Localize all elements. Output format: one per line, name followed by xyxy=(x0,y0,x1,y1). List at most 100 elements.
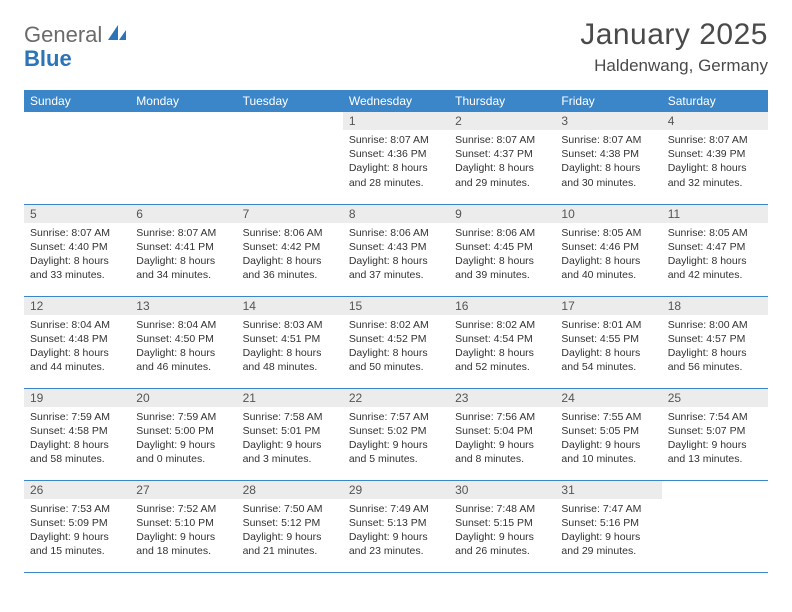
daylight-line-2: and 15 minutes. xyxy=(30,544,124,558)
sunset-line: Sunset: 4:50 PM xyxy=(136,332,230,346)
calendar-row: 1Sunrise: 8:07 AMSunset: 4:36 PMDaylight… xyxy=(24,112,768,204)
day-number: 11 xyxy=(662,205,768,223)
daylight-line-2: and 28 minutes. xyxy=(349,176,443,190)
day-number: 25 xyxy=(662,389,768,407)
day-number: 31 xyxy=(555,481,661,499)
day-number: 3 xyxy=(555,112,661,130)
logo-blue-wrap: Blue xyxy=(24,46,72,72)
sunrise-line: Sunrise: 8:06 AM xyxy=(455,226,549,240)
sunset-line: Sunset: 4:39 PM xyxy=(668,147,762,161)
day-details: Sunrise: 8:01 AMSunset: 4:55 PMDaylight:… xyxy=(555,315,661,379)
sunrise-line: Sunrise: 8:03 AM xyxy=(243,318,337,332)
calendar-row: 5Sunrise: 8:07 AMSunset: 4:40 PMDaylight… xyxy=(24,204,768,296)
daylight-line-2: and 46 minutes. xyxy=(136,360,230,374)
day-number: 12 xyxy=(24,297,130,315)
calendar-cell: 2Sunrise: 8:07 AMSunset: 4:37 PMDaylight… xyxy=(449,112,555,204)
sunset-line: Sunset: 4:55 PM xyxy=(561,332,655,346)
day-number: 22 xyxy=(343,389,449,407)
daylight-line-1: Daylight: 8 hours xyxy=(243,254,337,268)
daylight-line-2: and 42 minutes. xyxy=(668,268,762,282)
sunrise-line: Sunrise: 7:47 AM xyxy=(561,502,655,516)
calendar-cell: 20Sunrise: 7:59 AMSunset: 5:00 PMDayligh… xyxy=(130,388,236,480)
sunrise-line: Sunrise: 8:02 AM xyxy=(455,318,549,332)
sunrise-line: Sunrise: 8:07 AM xyxy=(668,133,762,147)
calendar-cell: 25Sunrise: 7:54 AMSunset: 5:07 PMDayligh… xyxy=(662,388,768,480)
calendar-cell: 23Sunrise: 7:56 AMSunset: 5:04 PMDayligh… xyxy=(449,388,555,480)
day-number: 30 xyxy=(449,481,555,499)
calendar-cell: 19Sunrise: 7:59 AMSunset: 4:58 PMDayligh… xyxy=(24,388,130,480)
calendar-cell: 28Sunrise: 7:50 AMSunset: 5:12 PMDayligh… xyxy=(237,480,343,572)
calendar-cell: 13Sunrise: 8:04 AMSunset: 4:50 PMDayligh… xyxy=(130,296,236,388)
day-details: Sunrise: 7:59 AMSunset: 4:58 PMDaylight:… xyxy=(24,407,130,471)
daylight-line-1: Daylight: 9 hours xyxy=(455,438,549,452)
day-header: Saturday xyxy=(662,90,768,112)
sunset-line: Sunset: 4:46 PM xyxy=(561,240,655,254)
daylight-line-2: and 36 minutes. xyxy=(243,268,337,282)
calendar-cell: 3Sunrise: 8:07 AMSunset: 4:38 PMDaylight… xyxy=(555,112,661,204)
calendar-cell: 26Sunrise: 7:53 AMSunset: 5:09 PMDayligh… xyxy=(24,480,130,572)
day-details: Sunrise: 8:02 AMSunset: 4:52 PMDaylight:… xyxy=(343,315,449,379)
sunset-line: Sunset: 4:52 PM xyxy=(349,332,443,346)
sunrise-line: Sunrise: 7:52 AM xyxy=(136,502,230,516)
sunrise-line: Sunrise: 7:48 AM xyxy=(455,502,549,516)
daylight-line-1: Daylight: 8 hours xyxy=(561,254,655,268)
daylight-line-1: Daylight: 8 hours xyxy=(349,254,443,268)
day-header: Wednesday xyxy=(343,90,449,112)
daylight-line-1: Daylight: 8 hours xyxy=(30,254,124,268)
sunrise-line: Sunrise: 7:58 AM xyxy=(243,410,337,424)
calendar-row: 26Sunrise: 7:53 AMSunset: 5:09 PMDayligh… xyxy=(24,480,768,572)
day-details: Sunrise: 8:07 AMSunset: 4:41 PMDaylight:… xyxy=(130,223,236,287)
header: General January 2025 Haldenwang, Germany xyxy=(24,18,768,76)
sunset-line: Sunset: 5:15 PM xyxy=(455,516,549,530)
day-header: Friday xyxy=(555,90,661,112)
daylight-line-1: Daylight: 8 hours xyxy=(455,254,549,268)
day-details: Sunrise: 8:06 AMSunset: 4:45 PMDaylight:… xyxy=(449,223,555,287)
calendar-cell: 24Sunrise: 7:55 AMSunset: 5:05 PMDayligh… xyxy=(555,388,661,480)
calendar-cell: 4Sunrise: 8:07 AMSunset: 4:39 PMDaylight… xyxy=(662,112,768,204)
calendar-cell: 21Sunrise: 7:58 AMSunset: 5:01 PMDayligh… xyxy=(237,388,343,480)
calendar-cell: 6Sunrise: 8:07 AMSunset: 4:41 PMDaylight… xyxy=(130,204,236,296)
calendar-cell xyxy=(24,112,130,204)
daylight-line-2: and 23 minutes. xyxy=(349,544,443,558)
daylight-line-2: and 29 minutes. xyxy=(561,544,655,558)
daylight-line-2: and 26 minutes. xyxy=(455,544,549,558)
day-number: 5 xyxy=(24,205,130,223)
calendar-cell: 5Sunrise: 8:07 AMSunset: 4:40 PMDaylight… xyxy=(24,204,130,296)
sunset-line: Sunset: 5:13 PM xyxy=(349,516,443,530)
daylight-line-1: Daylight: 8 hours xyxy=(349,161,443,175)
daylight-line-2: and 13 minutes. xyxy=(668,452,762,466)
daylight-line-2: and 8 minutes. xyxy=(455,452,549,466)
daylight-line-1: Daylight: 9 hours xyxy=(668,438,762,452)
daylight-line-1: Daylight: 8 hours xyxy=(455,161,549,175)
day-details: Sunrise: 7:56 AMSunset: 5:04 PMDaylight:… xyxy=(449,407,555,471)
logo-text-blue: Blue xyxy=(24,46,72,71)
day-header: Monday xyxy=(130,90,236,112)
day-details: Sunrise: 7:54 AMSunset: 5:07 PMDaylight:… xyxy=(662,407,768,471)
daylight-line-2: and 34 minutes. xyxy=(136,268,230,282)
calendar-table: SundayMondayTuesdayWednesdayThursdayFrid… xyxy=(24,90,768,573)
sunset-line: Sunset: 4:38 PM xyxy=(561,147,655,161)
day-number: 8 xyxy=(343,205,449,223)
day-details: Sunrise: 8:07 AMSunset: 4:39 PMDaylight:… xyxy=(662,130,768,194)
logo-text-general: General xyxy=(24,22,102,48)
sunrise-line: Sunrise: 8:07 AM xyxy=(349,133,443,147)
daylight-line-2: and 30 minutes. xyxy=(561,176,655,190)
calendar-head: SundayMondayTuesdayWednesdayThursdayFrid… xyxy=(24,90,768,112)
day-details: Sunrise: 8:00 AMSunset: 4:57 PMDaylight:… xyxy=(662,315,768,379)
day-number: 14 xyxy=(237,297,343,315)
day-number: 16 xyxy=(449,297,555,315)
calendar-cell: 1Sunrise: 8:07 AMSunset: 4:36 PMDaylight… xyxy=(343,112,449,204)
day-details: Sunrise: 8:04 AMSunset: 4:48 PMDaylight:… xyxy=(24,315,130,379)
sunset-line: Sunset: 5:05 PM xyxy=(561,424,655,438)
calendar-cell xyxy=(662,480,768,572)
sunrise-line: Sunrise: 8:07 AM xyxy=(561,133,655,147)
sunset-line: Sunset: 4:51 PM xyxy=(243,332,337,346)
sunset-line: Sunset: 5:07 PM xyxy=(668,424,762,438)
day-number: 2 xyxy=(449,112,555,130)
sunset-line: Sunset: 5:00 PM xyxy=(136,424,230,438)
daylight-line-1: Daylight: 9 hours xyxy=(455,530,549,544)
calendar-row: 19Sunrise: 7:59 AMSunset: 4:58 PMDayligh… xyxy=(24,388,768,480)
sunset-line: Sunset: 5:16 PM xyxy=(561,516,655,530)
sunset-line: Sunset: 4:42 PM xyxy=(243,240,337,254)
day-details: Sunrise: 8:07 AMSunset: 4:38 PMDaylight:… xyxy=(555,130,661,194)
